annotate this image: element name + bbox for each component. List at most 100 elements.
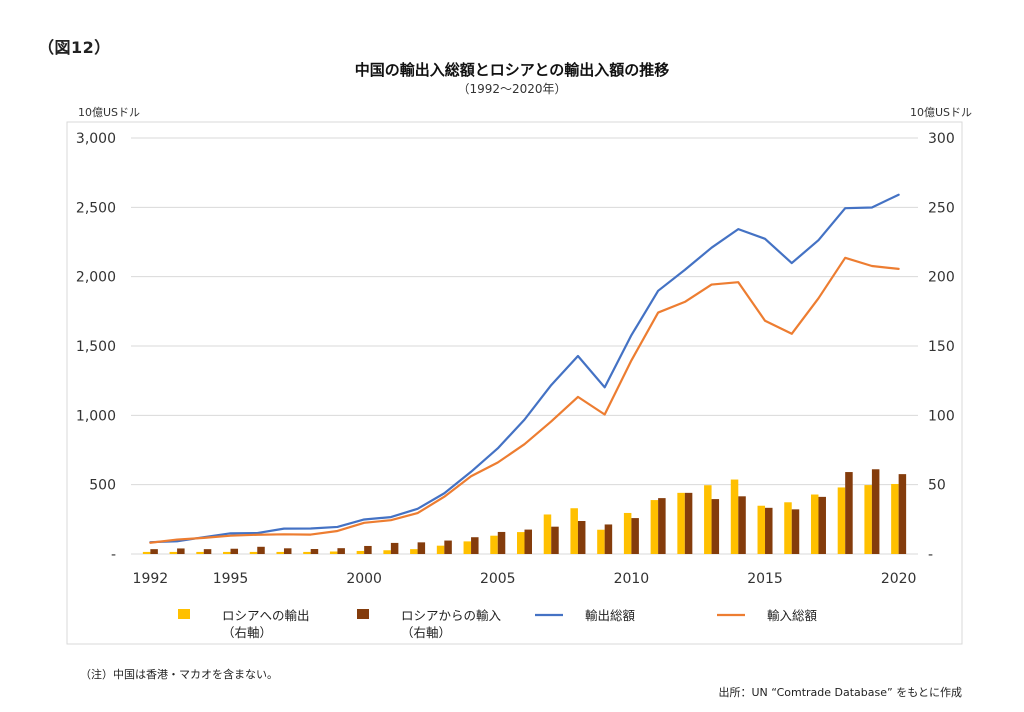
x-tick-2010: 2010 bbox=[614, 571, 650, 587]
left-tick-0: - bbox=[111, 547, 116, 563]
bar-1-1997 bbox=[283, 548, 292, 554]
right-axis-ticks: - 50 100 150 200 250 300 bbox=[928, 131, 955, 563]
bar-1-2009 bbox=[604, 524, 613, 554]
bar-0-2020 bbox=[891, 483, 899, 554]
legend-label-3-0: 輸入総額 bbox=[767, 608, 818, 623]
right-tick-3: 150 bbox=[928, 339, 955, 355]
gridlines bbox=[131, 137, 918, 555]
x-tick-1995: 1995 bbox=[213, 571, 249, 587]
bar-1-2015 bbox=[765, 507, 773, 554]
footnote: （注）中国は香港・マカオを含まない。 bbox=[80, 668, 278, 681]
left-tick-1: 500 bbox=[89, 478, 116, 494]
legend: ロシアへの輸出 （右軸） ロシアからの輸入 （右軸） 輸出総額 輸入総額 bbox=[178, 608, 818, 640]
bar-0-2005 bbox=[490, 535, 498, 554]
x-tick-2015: 2015 bbox=[747, 571, 783, 587]
bar-1-1995 bbox=[230, 548, 239, 554]
bar-0-2015 bbox=[757, 505, 766, 554]
legend-swatch-0 bbox=[178, 609, 190, 619]
line-series-0 bbox=[149, 193, 900, 544]
bar-0-2018 bbox=[837, 487, 846, 554]
source-note: 出所：UN “Comtrade Database” をもとに作成 bbox=[718, 686, 963, 699]
bar-0-2008 bbox=[570, 508, 578, 554]
right-axis-unit: 10億USドル bbox=[910, 106, 972, 119]
x-axis-ticks: 1992 1995 2000 2005 2010 2015 2020 bbox=[133, 571, 917, 587]
right-tick-0: - bbox=[928, 547, 933, 563]
legend-swatch-1 bbox=[357, 609, 369, 619]
left-tick-4: 2,000 bbox=[76, 270, 116, 286]
bars bbox=[142, 469, 907, 554]
bar-0-1993 bbox=[169, 551, 178, 554]
bar-1-1992 bbox=[150, 549, 158, 554]
bar-0-2016 bbox=[784, 502, 792, 554]
bar-1-2008 bbox=[577, 521, 586, 554]
chart-subtitle: （1992～2020年） bbox=[457, 82, 566, 96]
bar-0-1998 bbox=[303, 551, 311, 554]
left-tick-2: 1,000 bbox=[76, 408, 116, 424]
bar-1-2001 bbox=[390, 542, 399, 554]
right-tick-4: 200 bbox=[928, 270, 955, 286]
right-tick-2: 100 bbox=[928, 408, 955, 424]
legend-label-0-0: ロシアへの輸出 bbox=[222, 608, 310, 623]
bar-0-2009 bbox=[597, 529, 605, 554]
bar-0-2012 bbox=[677, 492, 685, 554]
bar-0-1999 bbox=[329, 551, 338, 554]
bar-1-2004 bbox=[471, 537, 479, 554]
bar-1-2019 bbox=[871, 469, 880, 554]
right-tick-5: 250 bbox=[928, 200, 955, 216]
x-tick-2005: 2005 bbox=[480, 571, 516, 587]
bar-1-2010 bbox=[631, 518, 639, 554]
bar-0-2011 bbox=[650, 500, 659, 554]
bar-0-2003 bbox=[436, 545, 445, 554]
bar-0-1994 bbox=[196, 551, 204, 554]
bar-1-2013 bbox=[711, 499, 720, 554]
left-axis-unit: 10億USドル bbox=[78, 106, 140, 119]
bar-0-1996 bbox=[249, 551, 258, 554]
bar-1-1994 bbox=[203, 549, 212, 554]
right-tick-6: 300 bbox=[928, 131, 955, 147]
legend-label-2-0: 輸出総額 bbox=[585, 608, 636, 623]
bar-1-1993 bbox=[177, 548, 185, 554]
bar-1-2000 bbox=[364, 545, 372, 554]
legend-label-0-1: （右軸） bbox=[222, 625, 272, 640]
bar-0-2001 bbox=[383, 550, 391, 554]
bar-0-2000 bbox=[356, 550, 365, 554]
x-tick-1992: 1992 bbox=[133, 571, 169, 587]
bar-1-2012 bbox=[684, 492, 693, 554]
figure-label: （図12） bbox=[38, 38, 111, 57]
bar-1-2006 bbox=[524, 529, 532, 554]
chart-title: 中国の輸出入総額とロシアとの輸出入額の推移 bbox=[355, 61, 670, 79]
bar-0-2019 bbox=[864, 485, 872, 554]
bar-1-2003 bbox=[444, 540, 452, 554]
left-tick-3: 1,500 bbox=[76, 339, 116, 355]
x-tick-2000: 2000 bbox=[346, 571, 382, 587]
x-tick-2020: 2020 bbox=[881, 571, 917, 587]
bar-1-2018 bbox=[845, 472, 853, 554]
bar-0-1995 bbox=[223, 551, 231, 554]
left-axis-ticks: - 500 1,000 1,500 2,000 2,500 3,000 bbox=[76, 131, 116, 563]
bar-0-1997 bbox=[276, 551, 284, 554]
bar-1-2011 bbox=[658, 498, 666, 554]
right-tick-1: 50 bbox=[928, 478, 946, 494]
bar-0-2010 bbox=[623, 512, 632, 554]
bar-1-1998 bbox=[310, 549, 319, 554]
bar-0-2004 bbox=[463, 541, 472, 554]
bar-1-2005 bbox=[497, 531, 506, 554]
bar-1-2007 bbox=[551, 526, 559, 554]
legend-label-1-1: （右軸） bbox=[401, 625, 451, 640]
bar-1-2014 bbox=[738, 496, 746, 554]
bar-0-2014 bbox=[730, 479, 739, 554]
left-tick-5: 2,500 bbox=[76, 200, 116, 216]
bar-0-1992 bbox=[142, 551, 151, 554]
lines bbox=[149, 193, 900, 544]
line-series-1 bbox=[149, 256, 900, 544]
bar-0-2007 bbox=[543, 514, 552, 554]
bar-1-1996 bbox=[257, 546, 265, 554]
bar-1-2002 bbox=[417, 542, 426, 554]
bar-0-2017 bbox=[810, 494, 819, 554]
chart-frame bbox=[66, 121, 963, 645]
bar-1-2017 bbox=[818, 496, 826, 554]
bar-0-2013 bbox=[704, 485, 712, 554]
bar-1-1999 bbox=[337, 548, 345, 554]
bar-0-2006 bbox=[517, 532, 525, 554]
